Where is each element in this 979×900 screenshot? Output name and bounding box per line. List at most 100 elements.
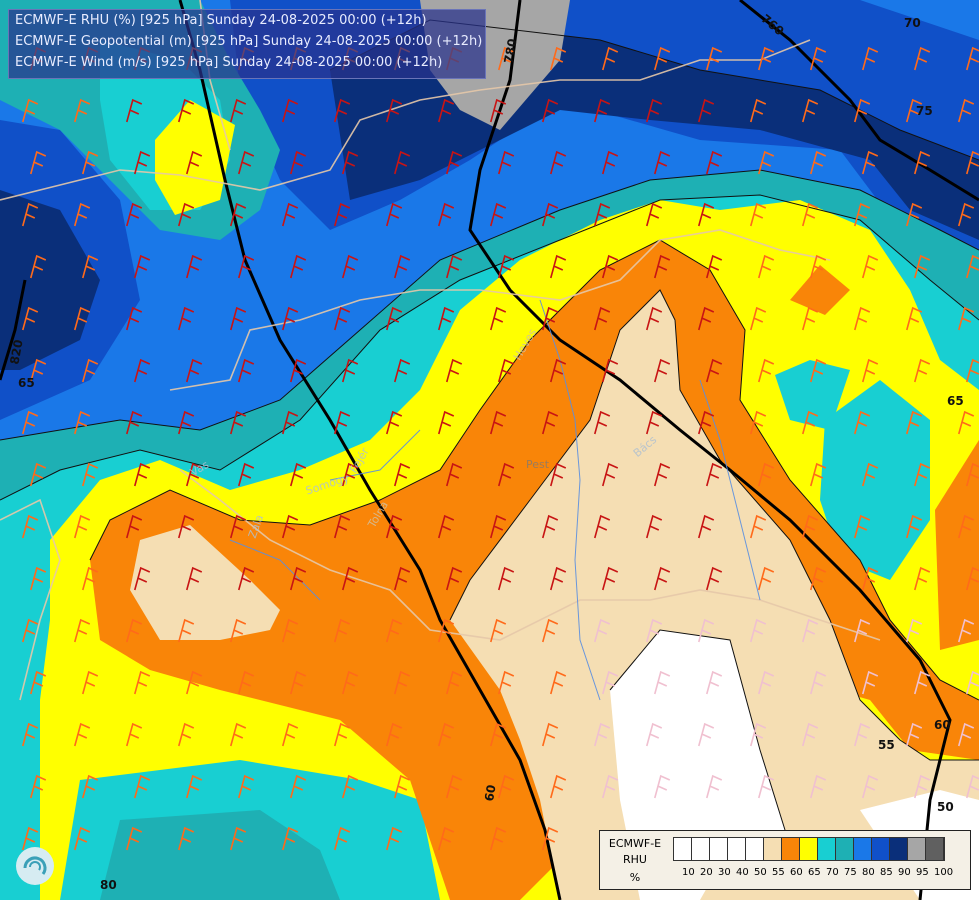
wind-barb-icon <box>281 618 299 643</box>
wind-barb-icon <box>541 202 559 227</box>
wind-barb-icon <box>801 410 819 435</box>
wind-barb-icon <box>497 670 515 695</box>
legend-tick-label: 20 <box>700 867 713 878</box>
wind-barb-icon <box>73 98 91 123</box>
wind-barb-icon <box>601 254 619 279</box>
rivers <box>229 299 761 701</box>
wind-barb-icon <box>497 462 515 487</box>
wind-barb-icon <box>393 670 411 695</box>
wind-barb-icon <box>21 410 39 435</box>
legend-variable: RHU <box>623 853 647 866</box>
wind-barb-icon <box>697 618 715 643</box>
wind-barb-icon <box>489 202 507 227</box>
wind-barb-icon <box>393 462 411 487</box>
wind-barb-icon <box>177 722 195 747</box>
wind-barb-icon <box>21 826 39 851</box>
wind-barb-icon <box>497 150 515 175</box>
legend-tick-label: 70 <box>826 867 839 878</box>
wind-barb-icon <box>81 358 99 383</box>
legend-tick-label: 85 <box>880 867 893 878</box>
wind-barb-icon <box>185 774 203 799</box>
wind-barb-icon <box>705 670 723 695</box>
wind-barb-icon <box>21 98 39 123</box>
wind-barb-icon <box>853 410 871 435</box>
wind-barb-icon <box>905 202 923 227</box>
wind-barb-icon <box>229 514 247 539</box>
wind-barb-icon <box>861 566 879 591</box>
wind-barb-icon <box>341 462 359 487</box>
rh-label-55: 55 <box>878 738 895 752</box>
wind-barb-icon <box>749 202 767 227</box>
wind-barb-icon <box>333 826 351 851</box>
legend-swatch <box>800 838 818 860</box>
wind-barb-icon <box>957 98 975 123</box>
wind-barb-icon <box>185 670 203 695</box>
wind-barb-icon <box>445 774 463 799</box>
header-rhu-title: ECMWF-E RHU (%) [925 hPa] Sunday 24-08-2… <box>15 13 427 28</box>
rh-label-70: 70 <box>904 16 921 30</box>
wind-barb-icon <box>29 358 47 383</box>
wind-barb-icon <box>541 306 559 331</box>
legend-tick-label: 90 <box>898 867 911 878</box>
rh-label-60-south: 60 <box>482 783 499 803</box>
wind-barb-icon <box>177 826 195 851</box>
wind-barb-icon <box>21 202 39 227</box>
wind-barb-icon <box>281 202 299 227</box>
wind-barb-icon <box>393 150 411 175</box>
wind-barb-icon <box>73 618 91 643</box>
wind-barb-icon <box>757 150 775 175</box>
wind-barb-icon <box>757 566 775 591</box>
wind-barb-icon <box>549 774 567 799</box>
legend-tick-label: 60 <box>790 867 803 878</box>
legend-swatch <box>746 838 764 860</box>
wind-barb-icon <box>81 150 99 175</box>
wind-barb-icon <box>289 150 307 175</box>
wind-barb-icon <box>697 722 715 747</box>
wind-barb-icon <box>125 202 143 227</box>
wind-barb-icon <box>437 306 455 331</box>
wind-barb-icon <box>185 358 203 383</box>
wind-barb-icon <box>705 254 723 279</box>
wind-barb-icon <box>705 566 723 591</box>
header-geopotential-title: ECMWF-E Geopotential (m) [925 hPa] Sunda… <box>15 34 483 49</box>
wind-barb-icon <box>749 98 767 123</box>
ecmwf-logo-icon <box>16 847 54 885</box>
wind-barb-icon <box>957 618 975 643</box>
wind-barb-icon <box>853 98 871 123</box>
wind-barb-icon <box>697 514 715 539</box>
wind-barb-icon <box>177 306 195 331</box>
wind-barb-icon <box>549 566 567 591</box>
wind-barb-icon <box>229 826 247 851</box>
wind-barb-icon <box>281 826 299 851</box>
wind-barb-icon <box>549 150 567 175</box>
wind-barb-icon <box>861 670 879 695</box>
wind-barb-icon <box>437 722 455 747</box>
wind-barb-icon <box>757 254 775 279</box>
wind-barb-icon <box>601 358 619 383</box>
wind-barb-icon <box>749 514 767 539</box>
wind-barb-icon <box>73 306 91 331</box>
wind-barb-icon <box>549 670 567 695</box>
wind-barb-icon <box>125 618 143 643</box>
wind-barb-icon <box>437 98 455 123</box>
wind-barb-icon <box>125 306 143 331</box>
rh-label-65-east: 65 <box>947 394 964 408</box>
wind-barb-icon <box>653 358 671 383</box>
wind-barb-icon <box>905 618 923 643</box>
wind-barb-icon <box>913 358 931 383</box>
legend-unit: % <box>629 871 641 884</box>
wind-barb-icon <box>73 202 91 227</box>
rh-60-east-blob <box>790 265 850 315</box>
legend-tick-label: 80 <box>862 867 875 878</box>
wind-barb-icon <box>29 254 47 279</box>
wind-barb-icon <box>281 306 299 331</box>
wind-barb-icon <box>333 98 351 123</box>
wind-barb-icon <box>705 774 723 799</box>
wind-barb-icon <box>133 358 151 383</box>
wind-barb-icon <box>177 410 195 435</box>
wind-barb-icon <box>601 774 619 799</box>
wind-barb-icon <box>185 566 203 591</box>
wind-barb-icon <box>237 150 255 175</box>
